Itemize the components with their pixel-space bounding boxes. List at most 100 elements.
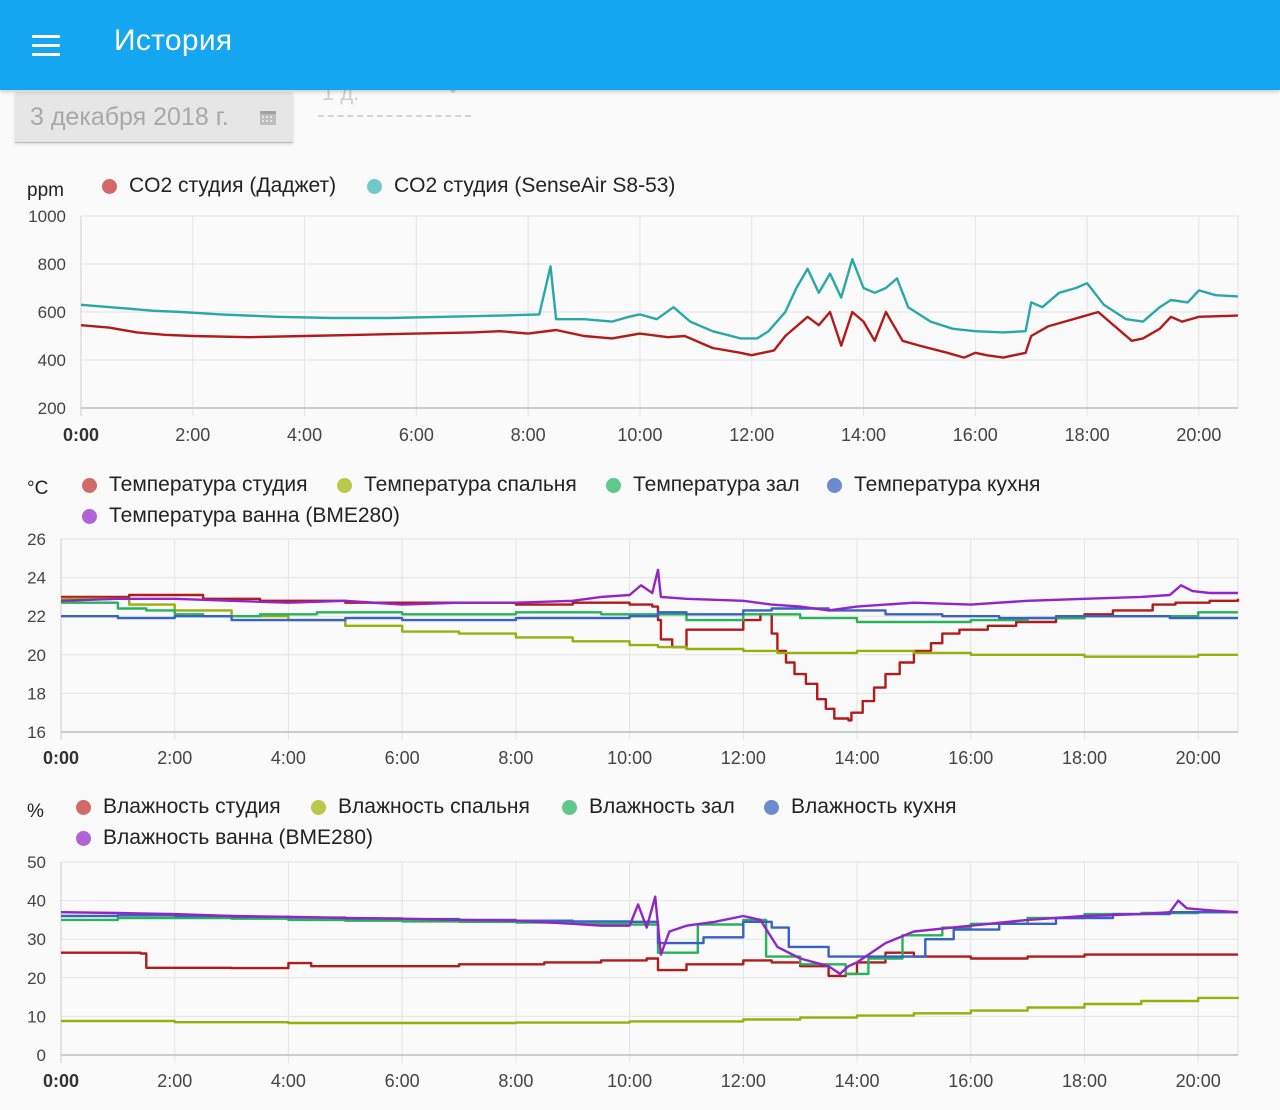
- unit-label: ppm: [27, 180, 64, 201]
- legend-item[interactable]: Влажность зал: [562, 795, 735, 819]
- x-tick-label: 2:00: [157, 1071, 192, 1091]
- x-tick-label: 12:00: [721, 1071, 766, 1091]
- x-tick-label: 10:00: [617, 425, 662, 445]
- y-tick-label: 200: [38, 399, 66, 418]
- app-toolbar: История: [0, 0, 1280, 90]
- legend-label: CO2 студия (SenseAir S8-53): [394, 174, 676, 197]
- legend-label: Температура студия: [109, 473, 308, 496]
- series-line-0-0[interactable]: [80, 310, 1239, 359]
- y-tick-label: 30: [27, 930, 46, 949]
- legend-dot-icon: [827, 477, 842, 493]
- y-tick-label: 40: [27, 892, 46, 911]
- x-tick-label: 20:00: [1176, 748, 1221, 768]
- x-tick-label: 4:00: [271, 1071, 306, 1091]
- x-tick-label: 0:00: [43, 748, 79, 768]
- calendar-icon[interactable]: [259, 108, 277, 126]
- menu-icon: [32, 34, 60, 38]
- legend-dot-icon: [102, 178, 117, 194]
- x-tick-label: 18:00: [1062, 748, 1107, 768]
- x-tick-label: 14:00: [835, 748, 880, 768]
- y-tick-label: 24: [27, 569, 46, 588]
- legend-item[interactable]: Влажность кухня: [764, 795, 957, 819]
- y-tick-label: 16: [27, 723, 46, 742]
- unit-label: °C: [27, 478, 49, 499]
- y-tick-label: 20: [27, 969, 46, 988]
- legend-item[interactable]: Температура зал: [606, 473, 800, 497]
- x-tick-label: 4:00: [287, 425, 322, 445]
- date-value: 3 декабря 2018 г.: [30, 103, 229, 131]
- legend-item[interactable]: Влажность студия: [76, 795, 281, 819]
- series-line-1-0[interactable]: [61, 593, 1240, 722]
- page-title: История: [114, 24, 233, 57]
- x-tick-label: 8:00: [498, 748, 533, 768]
- legend-item[interactable]: Температура кухня: [827, 473, 1040, 497]
- legend-dot-icon: [82, 477, 97, 493]
- series-line-1-4[interactable]: [60, 568, 1238, 612]
- chart-plot: 50 40 30 20 10 0 0:00 2:00 4:00 6:00 8:00 10:00 12:0…: [27, 853, 1240, 1091]
- series-line-0-1[interactable]: [80, 258, 1239, 340]
- x-tick-label: 18:00: [1065, 425, 1110, 445]
- legend-label: Влажность зал: [589, 795, 735, 818]
- x-tick-label: 6:00: [399, 425, 434, 445]
- x-tick-label: 4:00: [271, 748, 306, 768]
- legend-label: CO2 студия (Даджет): [129, 174, 337, 197]
- legend-item[interactable]: CO2 студия (Даджет): [102, 174, 336, 198]
- legend-item[interactable]: Температура спальня: [337, 473, 577, 497]
- x-tick-label: 10:00: [607, 748, 652, 768]
- x-tick-label: 8:00: [511, 425, 546, 445]
- x-tick-label: 20:00: [1176, 1071, 1221, 1091]
- legend-dot-icon: [82, 508, 97, 524]
- series-line-2-4[interactable]: [60, 895, 1239, 976]
- legend-label: Температура зал: [633, 473, 800, 496]
- legend-dot-icon: [367, 178, 382, 194]
- x-tick-label: 6:00: [385, 1071, 420, 1091]
- y-tick-label: 26: [27, 530, 46, 549]
- legend-dot-icon: [764, 799, 779, 815]
- x-tick-label: 20:00: [1176, 425, 1221, 445]
- legend-label: Влажность ванна (BME280): [103, 826, 373, 849]
- legend-item[interactable]: Влажность ванна (BME280): [76, 826, 373, 850]
- legend-item[interactable]: Температура ванна (BME280): [82, 504, 400, 528]
- legend-dot-icon: [76, 830, 91, 846]
- legend-item[interactable]: CO2 студия (SenseAir S8-53): [367, 174, 675, 198]
- series-line-1-1[interactable]: [61, 597, 1238, 658]
- x-tick-label: 6:00: [385, 748, 420, 768]
- chart-plot: 1000 800 600 400 200 0:00 2:00 4:00 6:00 8:00 10:0…: [28, 207, 1239, 445]
- x-tick-label: 16:00: [953, 425, 998, 445]
- date-picker[interactable]: 3 декабря 2018 г.: [15, 92, 293, 143]
- x-tick-label: 16:00: [948, 748, 993, 768]
- legend-item[interactable]: Влажность спальня: [311, 795, 530, 819]
- chart-plot: 26 24 22 20 18 16 0:00 2:00 4:00 6:00 8:00 10:00 12:…: [27, 530, 1240, 768]
- legend-label: Температура ванна (BME280): [109, 504, 400, 527]
- unit-label: %: [27, 801, 44, 822]
- chart-humidity: % Влажность студия Влажность спальня Влажно…: [0, 788, 1280, 1104]
- x-tick-label: 10:00: [607, 1071, 652, 1091]
- y-tick-label: 400: [38, 351, 66, 370]
- x-tick-label: 2:00: [175, 425, 210, 445]
- series-line-2-0[interactable]: [61, 951, 1238, 978]
- series-line-2-1[interactable]: [61, 996, 1240, 1025]
- legend-dot-icon: [337, 477, 352, 493]
- x-tick-label: 14:00: [841, 425, 886, 445]
- legend-label: Влажность студия: [103, 795, 281, 818]
- series-line-1-3[interactable]: [61, 607, 1238, 622]
- legend-item[interactable]: Температура студия: [82, 473, 308, 497]
- legend-dot-icon: [311, 799, 326, 815]
- y-tick-label: 50: [27, 853, 46, 872]
- legend-dot-icon: [562, 799, 577, 815]
- legend-label: Влажность кухня: [791, 795, 957, 818]
- y-tick-label: 20: [27, 646, 46, 665]
- x-tick-label: 12:00: [729, 425, 774, 445]
- menu-button[interactable]: [22, 22, 70, 68]
- period-select[interactable]: 1 д.: [318, 80, 471, 117]
- x-tick-label: 18:00: [1062, 1071, 1107, 1091]
- chart-co2: ppm CO2 студия (Даджет) CO2 студия (SenseA…: [0, 170, 1280, 455]
- x-tick-label: 8:00: [498, 1071, 533, 1091]
- legend-dot-icon: [76, 799, 91, 815]
- legend-label: Температура кухня: [854, 473, 1041, 496]
- y-tick-label: 10: [27, 1007, 46, 1026]
- legend-label: Температура спальня: [364, 473, 577, 496]
- x-tick-label: 12:00: [721, 748, 766, 768]
- x-tick-label: 16:00: [948, 1071, 993, 1091]
- y-tick-label: 18: [27, 684, 46, 703]
